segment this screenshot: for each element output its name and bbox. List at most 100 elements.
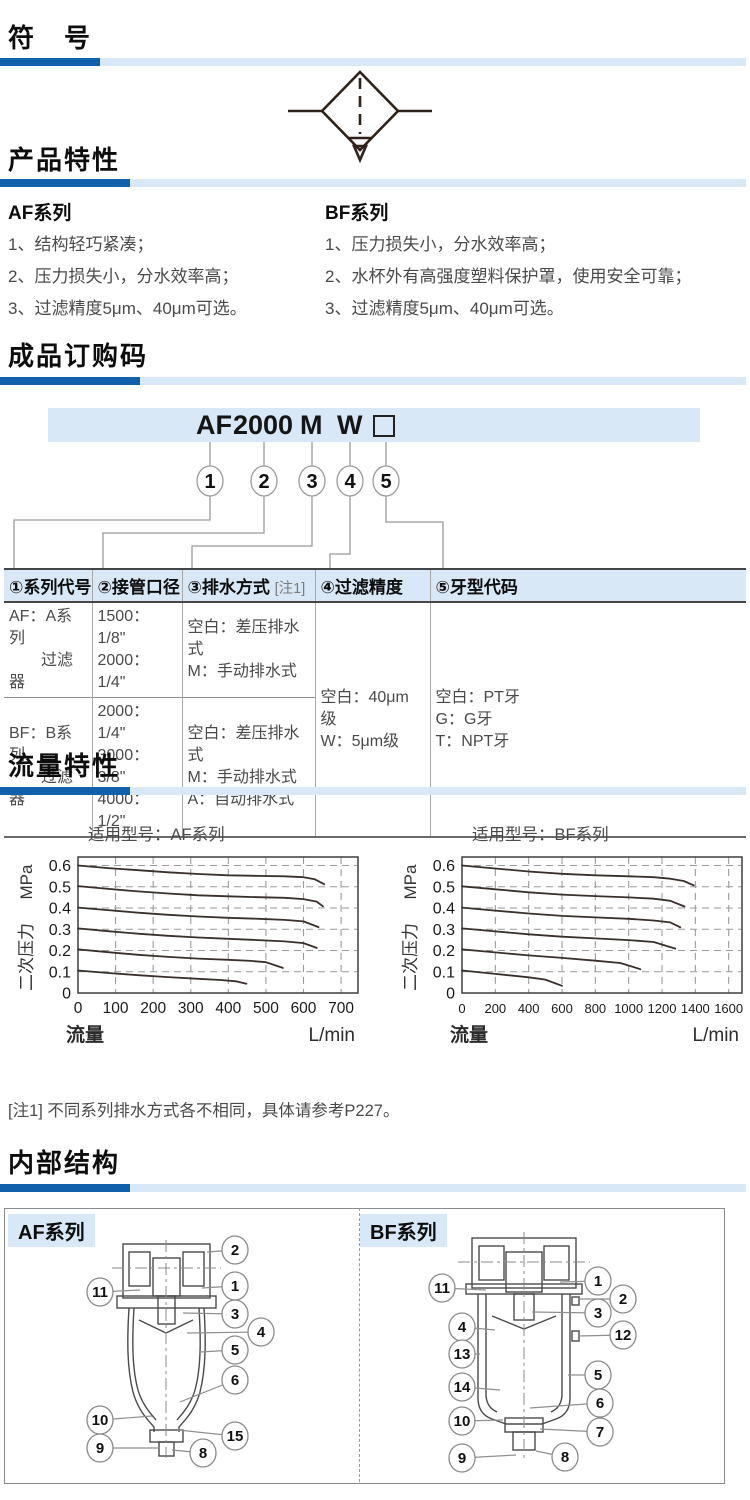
svg-text:10: 10 bbox=[454, 1413, 471, 1430]
svg-text:800: 800 bbox=[584, 1001, 606, 1016]
svg-text:5: 5 bbox=[594, 1367, 602, 1384]
svg-text:10: 10 bbox=[92, 1412, 109, 1429]
footnote: [注1] 不同系列排水方式各不相同，具体请参考P227。 bbox=[8, 1102, 400, 1120]
note-reference: [注1] bbox=[274, 581, 306, 597]
svg-text:7: 7 bbox=[596, 1424, 604, 1441]
svg-text:适用型号：AF系列: 适用型号：AF系列 bbox=[88, 825, 225, 844]
filter-symbol-drawing bbox=[288, 70, 432, 164]
svg-text:200: 200 bbox=[140, 1000, 166, 1017]
code-callout-2: 2 bbox=[258, 471, 269, 493]
svg-text:流量: 流量 bbox=[450, 1023, 488, 1046]
svg-text:0: 0 bbox=[458, 1001, 465, 1016]
svg-text:0: 0 bbox=[446, 986, 455, 1003]
svg-text:0.1: 0.1 bbox=[433, 964, 455, 981]
bf-feature-item: 2、水杯外有高强度塑料保护罩，使用安全可靠； bbox=[325, 267, 692, 286]
blank-code-box bbox=[373, 415, 395, 437]
code-part-size: 2000 bbox=[233, 410, 294, 440]
svg-text:100: 100 bbox=[103, 1000, 129, 1017]
cell-thread-code: 空白：PT牙 G：G牙 T：NPT牙 bbox=[429, 601, 746, 837]
section-title-features: 产品特性 bbox=[8, 145, 121, 175]
section-title-flow: 流量特性 bbox=[8, 751, 121, 781]
section-title-order-code: 成品订购码 bbox=[8, 341, 149, 371]
svg-text:1000: 1000 bbox=[614, 1001, 643, 1016]
code-part-drain: M bbox=[300, 410, 323, 440]
svg-text:1: 1 bbox=[231, 1278, 239, 1295]
svg-text:700: 700 bbox=[328, 1000, 354, 1017]
svg-text:0.1: 0.1 bbox=[49, 964, 71, 981]
svg-text:1600: 1600 bbox=[714, 1001, 743, 1016]
svg-text:6: 6 bbox=[596, 1395, 604, 1412]
svg-text:600: 600 bbox=[551, 1001, 573, 1016]
code-callout-1: 1 bbox=[204, 471, 215, 493]
svg-text:300: 300 bbox=[178, 1000, 204, 1017]
col-header-size: ②接管口径 bbox=[91, 569, 182, 603]
table-row-af: AF：A系列 过滤器 1500：1/8" 2000：1/4" 空白：差压排水式 … bbox=[4, 601, 746, 837]
section-bar bbox=[0, 58, 746, 66]
svg-text:200: 200 bbox=[484, 1001, 506, 1016]
section-bar bbox=[0, 377, 746, 385]
svg-text:15: 15 bbox=[227, 1428, 244, 1445]
code-part-series: AF bbox=[196, 410, 232, 440]
bf-feature-item: 1、压力损失小，分水效率高； bbox=[325, 235, 556, 254]
svg-text:1400: 1400 bbox=[681, 1001, 710, 1016]
cell-af-series: AF：A系列 过滤器 bbox=[4, 601, 92, 698]
svg-text:5: 5 bbox=[231, 1342, 239, 1359]
cell-bf-drain: 空白：差压排水式 M：手动排水式 A：自动排水式 bbox=[181, 697, 315, 837]
svg-text:0.2: 0.2 bbox=[49, 943, 71, 960]
svg-text:二次压力: 二次压力 bbox=[17, 923, 36, 991]
cell-bf-sizes: 2000：1/4" 3000：3/8" 4000：1/2" bbox=[91, 697, 182, 837]
col-header-thread: ⑤牙型代码 bbox=[429, 569, 746, 603]
af-feature-item: 2、压力损失小，分水效率高； bbox=[8, 267, 239, 286]
af-series-heading: AF系列 bbox=[8, 203, 72, 224]
order-code-banner: AF 2000 M W bbox=[48, 408, 700, 442]
svg-text:11: 11 bbox=[434, 1280, 450, 1297]
svg-text:4: 4 bbox=[458, 1319, 467, 1336]
order-code-table: ①系列代号 ②接管口径 ③排水方式 [注1] ④过滤精度 ⑤牙型代码 AF：A系… bbox=[4, 568, 746, 838]
svg-text:1: 1 bbox=[594, 1273, 602, 1290]
svg-text:13: 13 bbox=[454, 1346, 471, 1363]
bf-feature-item: 3、过滤精度5μm、40μm可选。 bbox=[325, 299, 564, 318]
af-filter-drawing bbox=[112, 1240, 221, 1458]
cell-bf-series: BF：B系列 过滤器 bbox=[4, 697, 92, 837]
svg-text:8: 8 bbox=[561, 1449, 569, 1466]
section-bar bbox=[0, 1184, 746, 1192]
section-bar bbox=[0, 787, 746, 795]
bf-series-heading: BF系列 bbox=[325, 203, 389, 224]
svg-text:L/min: L/min bbox=[693, 1025, 739, 1046]
section-bar bbox=[0, 179, 746, 187]
svg-text:L/min: L/min bbox=[309, 1025, 355, 1046]
panel-divider bbox=[359, 1208, 360, 1482]
svg-text:4: 4 bbox=[257, 1324, 266, 1341]
svg-text:500: 500 bbox=[253, 1000, 279, 1017]
code-callout-4: 4 bbox=[344, 471, 356, 493]
af-feature-item: 3、过滤精度5μm、40μm可选。 bbox=[8, 299, 247, 318]
cell-af-sizes: 1500：1/8" 2000：1/4" bbox=[91, 601, 182, 698]
cell-af-drain: 空白：差压排水式 M：手动排水式 bbox=[181, 601, 315, 698]
svg-text:11: 11 bbox=[92, 1284, 108, 1301]
svg-text:流量: 流量 bbox=[66, 1023, 104, 1046]
svg-text:0.6: 0.6 bbox=[49, 858, 71, 875]
svg-text:0.5: 0.5 bbox=[49, 879, 71, 896]
code-callout-5: 5 bbox=[380, 471, 391, 493]
bf-panel-label: BF系列 bbox=[360, 1214, 447, 1247]
svg-text:9: 9 bbox=[458, 1450, 466, 1467]
bf-flow-chart: 适用型号：BF系列 0 0.1 0.2 0.3 0.4 0.5 0.6 0 200 400 600 80… bbox=[401, 825, 743, 1046]
svg-text:0.4: 0.4 bbox=[49, 901, 71, 918]
svg-text:3: 3 bbox=[594, 1305, 602, 1322]
section-title-structure: 内部结构 bbox=[8, 1148, 121, 1178]
af-panel-label: AF系列 bbox=[8, 1214, 95, 1247]
svg-text:MPa: MPa bbox=[17, 864, 36, 900]
table-header-row: ①系列代号 ②接管口径 ③排水方式 [注1] ④过滤精度 ⑤牙型代码 bbox=[4, 569, 746, 603]
svg-text:3: 3 bbox=[231, 1306, 239, 1323]
svg-text:0.5: 0.5 bbox=[433, 879, 455, 896]
cell-filter-precision: 空白：40μm级 W：5μm级 bbox=[314, 601, 430, 837]
code-callout-3: 3 bbox=[306, 471, 317, 493]
svg-text:二次压力: 二次压力 bbox=[401, 923, 420, 991]
col-header-precision: ④过滤精度 bbox=[314, 569, 430, 603]
col-header-series: ①系列代号 bbox=[4, 569, 92, 603]
svg-text:0: 0 bbox=[74, 1000, 83, 1017]
order-code-connectors: 1 2 3 4 5 bbox=[13, 442, 444, 568]
svg-text:0.3: 0.3 bbox=[433, 922, 455, 939]
bf-filter-drawing bbox=[458, 1232, 590, 1460]
